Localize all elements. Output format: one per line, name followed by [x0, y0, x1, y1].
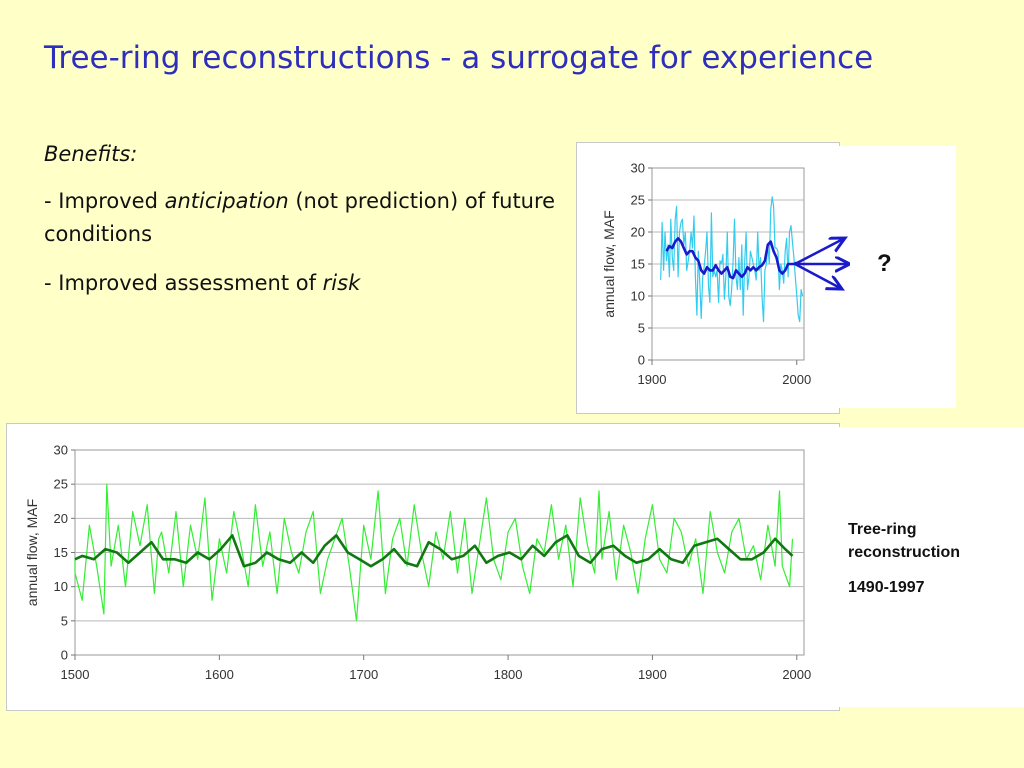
observed-ytick-label: 0 — [638, 353, 645, 368]
reconstruction-ytick-label: 0 — [61, 648, 68, 663]
reconstruction-xtick-label: 1700 — [349, 667, 378, 682]
observed-ytick-label: 10 — [631, 289, 645, 304]
reconstruction-smoothed-series-line — [74, 534, 794, 568]
reconstruction-ytick-label: 10 — [54, 579, 68, 594]
reconstruction-ytick-label: 5 — [61, 613, 68, 628]
reconstruction-ytick-label: 15 — [54, 545, 68, 560]
reconstruction-caption-panel — [838, 427, 1024, 707]
reconstruction-caption: Tree-ring reconstruction 1490-1997 — [848, 518, 1018, 599]
benefits-heading: Benefits: — [44, 142, 138, 166]
observed-smoothed-series-line — [665, 237, 798, 280]
observed-annual-series-line — [660, 196, 804, 323]
observed-ylabel: annual flow, MAF — [601, 210, 617, 317]
reconstruction-ylabel: annual flow, MAF — [24, 499, 40, 606]
bullet-risk-prefix: - Improved assessment of — [44, 271, 323, 295]
observed-ytick-label: 30 — [631, 161, 645, 176]
observed-ytick-label: 20 — [631, 225, 645, 240]
caption-title: Tree-ring reconstruction — [848, 521, 961, 561]
bullet-anticipation-suffix: (not prediction) of future conditions — [44, 189, 556, 246]
bullet-anticipation-prefix: - Improved — [44, 189, 165, 213]
observed-ytick-label: 25 — [631, 193, 645, 208]
future-arrows — [794, 230, 850, 295]
reconstruction-flow-chart: 0 5 10 15 20 25 30 1500 1600 1700 1800 1900 2000 annu… — [24, 443, 811, 683]
bullet-anticipation-emphasis: anticipation — [164, 189, 289, 213]
reconstruction-xtick-label: 1800 — [494, 667, 523, 682]
reconstruction-annual-series-line — [74, 483, 794, 622]
observed-chart-panel: 0 5 10 15 20 25 30 1900 2000 annual flow, MAF — [576, 142, 840, 414]
future-arrow-1 — [794, 238, 845, 266]
bullet-risk-emphasis: risk — [322, 271, 361, 295]
caption-period: 1490-1997 — [848, 579, 925, 596]
bullet-risk: - Improved assessment of risk — [44, 267, 574, 300]
reconstruction-ytick-label: 30 — [54, 443, 68, 458]
reconstruction-xtick-label: 1500 — [61, 667, 90, 682]
observed-ytick-label: 5 — [638, 321, 645, 336]
reconstruction-xtick-label: 1900 — [638, 667, 667, 682]
reconstruction-ytick-label: 25 — [54, 477, 68, 492]
observed-xtick-label: 2000 — [782, 372, 811, 387]
reconstruction-xtick-label: 2000 — [782, 667, 811, 682]
reconstruction-chart-panel: 0 5 10 15 20 25 30 1500 1600 1700 1800 1900 2000 annu… — [6, 423, 840, 711]
reconstruction-ytick-label: 20 — [54, 511, 68, 526]
reconstruction-xtick-label: 1600 — [205, 667, 234, 682]
benefits-block: Benefits: - Improved anticipation (not p… — [44, 138, 574, 300]
slide-title: Tree-ring reconstructions - a surrogate … — [44, 40, 874, 76]
observed-xtick-label: 1900 — [638, 372, 667, 387]
observed-ytick-label: 15 — [631, 257, 645, 272]
future-arrow-3 — [794, 262, 842, 289]
question-mark: ? — [877, 250, 892, 277]
observed-flow-chart: 0 5 10 15 20 25 30 1900 2000 annual flow, MAF — [601, 161, 811, 388]
bullet-anticipation: - Improved anticipation (not prediction)… — [44, 185, 574, 251]
observed-chart-extension — [838, 146, 956, 408]
